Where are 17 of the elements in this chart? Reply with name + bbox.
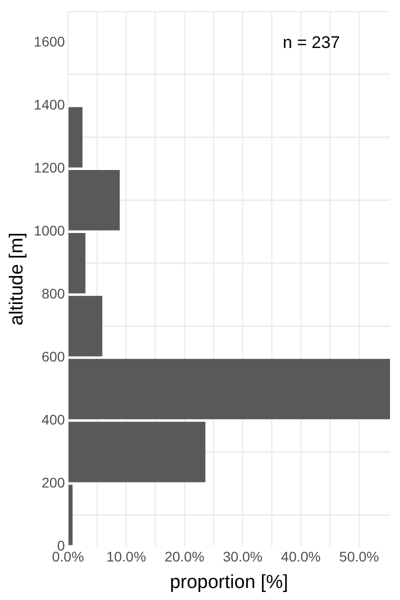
y-tick-label: 400	[42, 411, 66, 428]
y-axis-title: altitude [m]	[6, 232, 28, 326]
x-tick-label: 10.0%	[106, 548, 146, 565]
x-tick-label: 20.0%	[164, 548, 204, 565]
x-tick-label: 40.0%	[281, 548, 321, 565]
y-tick-label: 800	[42, 285, 66, 302]
y-tick-label: 1600	[34, 34, 66, 50]
y-tick-label: 200	[42, 474, 66, 490]
x-axis-title: proportion [%]	[170, 572, 288, 593]
y-tick-label: 1400	[34, 96, 66, 113]
y-tick-label: 1000	[34, 222, 66, 239]
y-tick-label: 600	[42, 348, 66, 364]
annotation: n = 237	[282, 33, 340, 52]
y-tick-label: 0	[57, 537, 66, 554]
x-tick-label: 30.0%	[222, 548, 263, 565]
y-tick-label: 1200	[34, 160, 66, 176]
x-tick-label: 50.0%	[339, 548, 379, 565]
